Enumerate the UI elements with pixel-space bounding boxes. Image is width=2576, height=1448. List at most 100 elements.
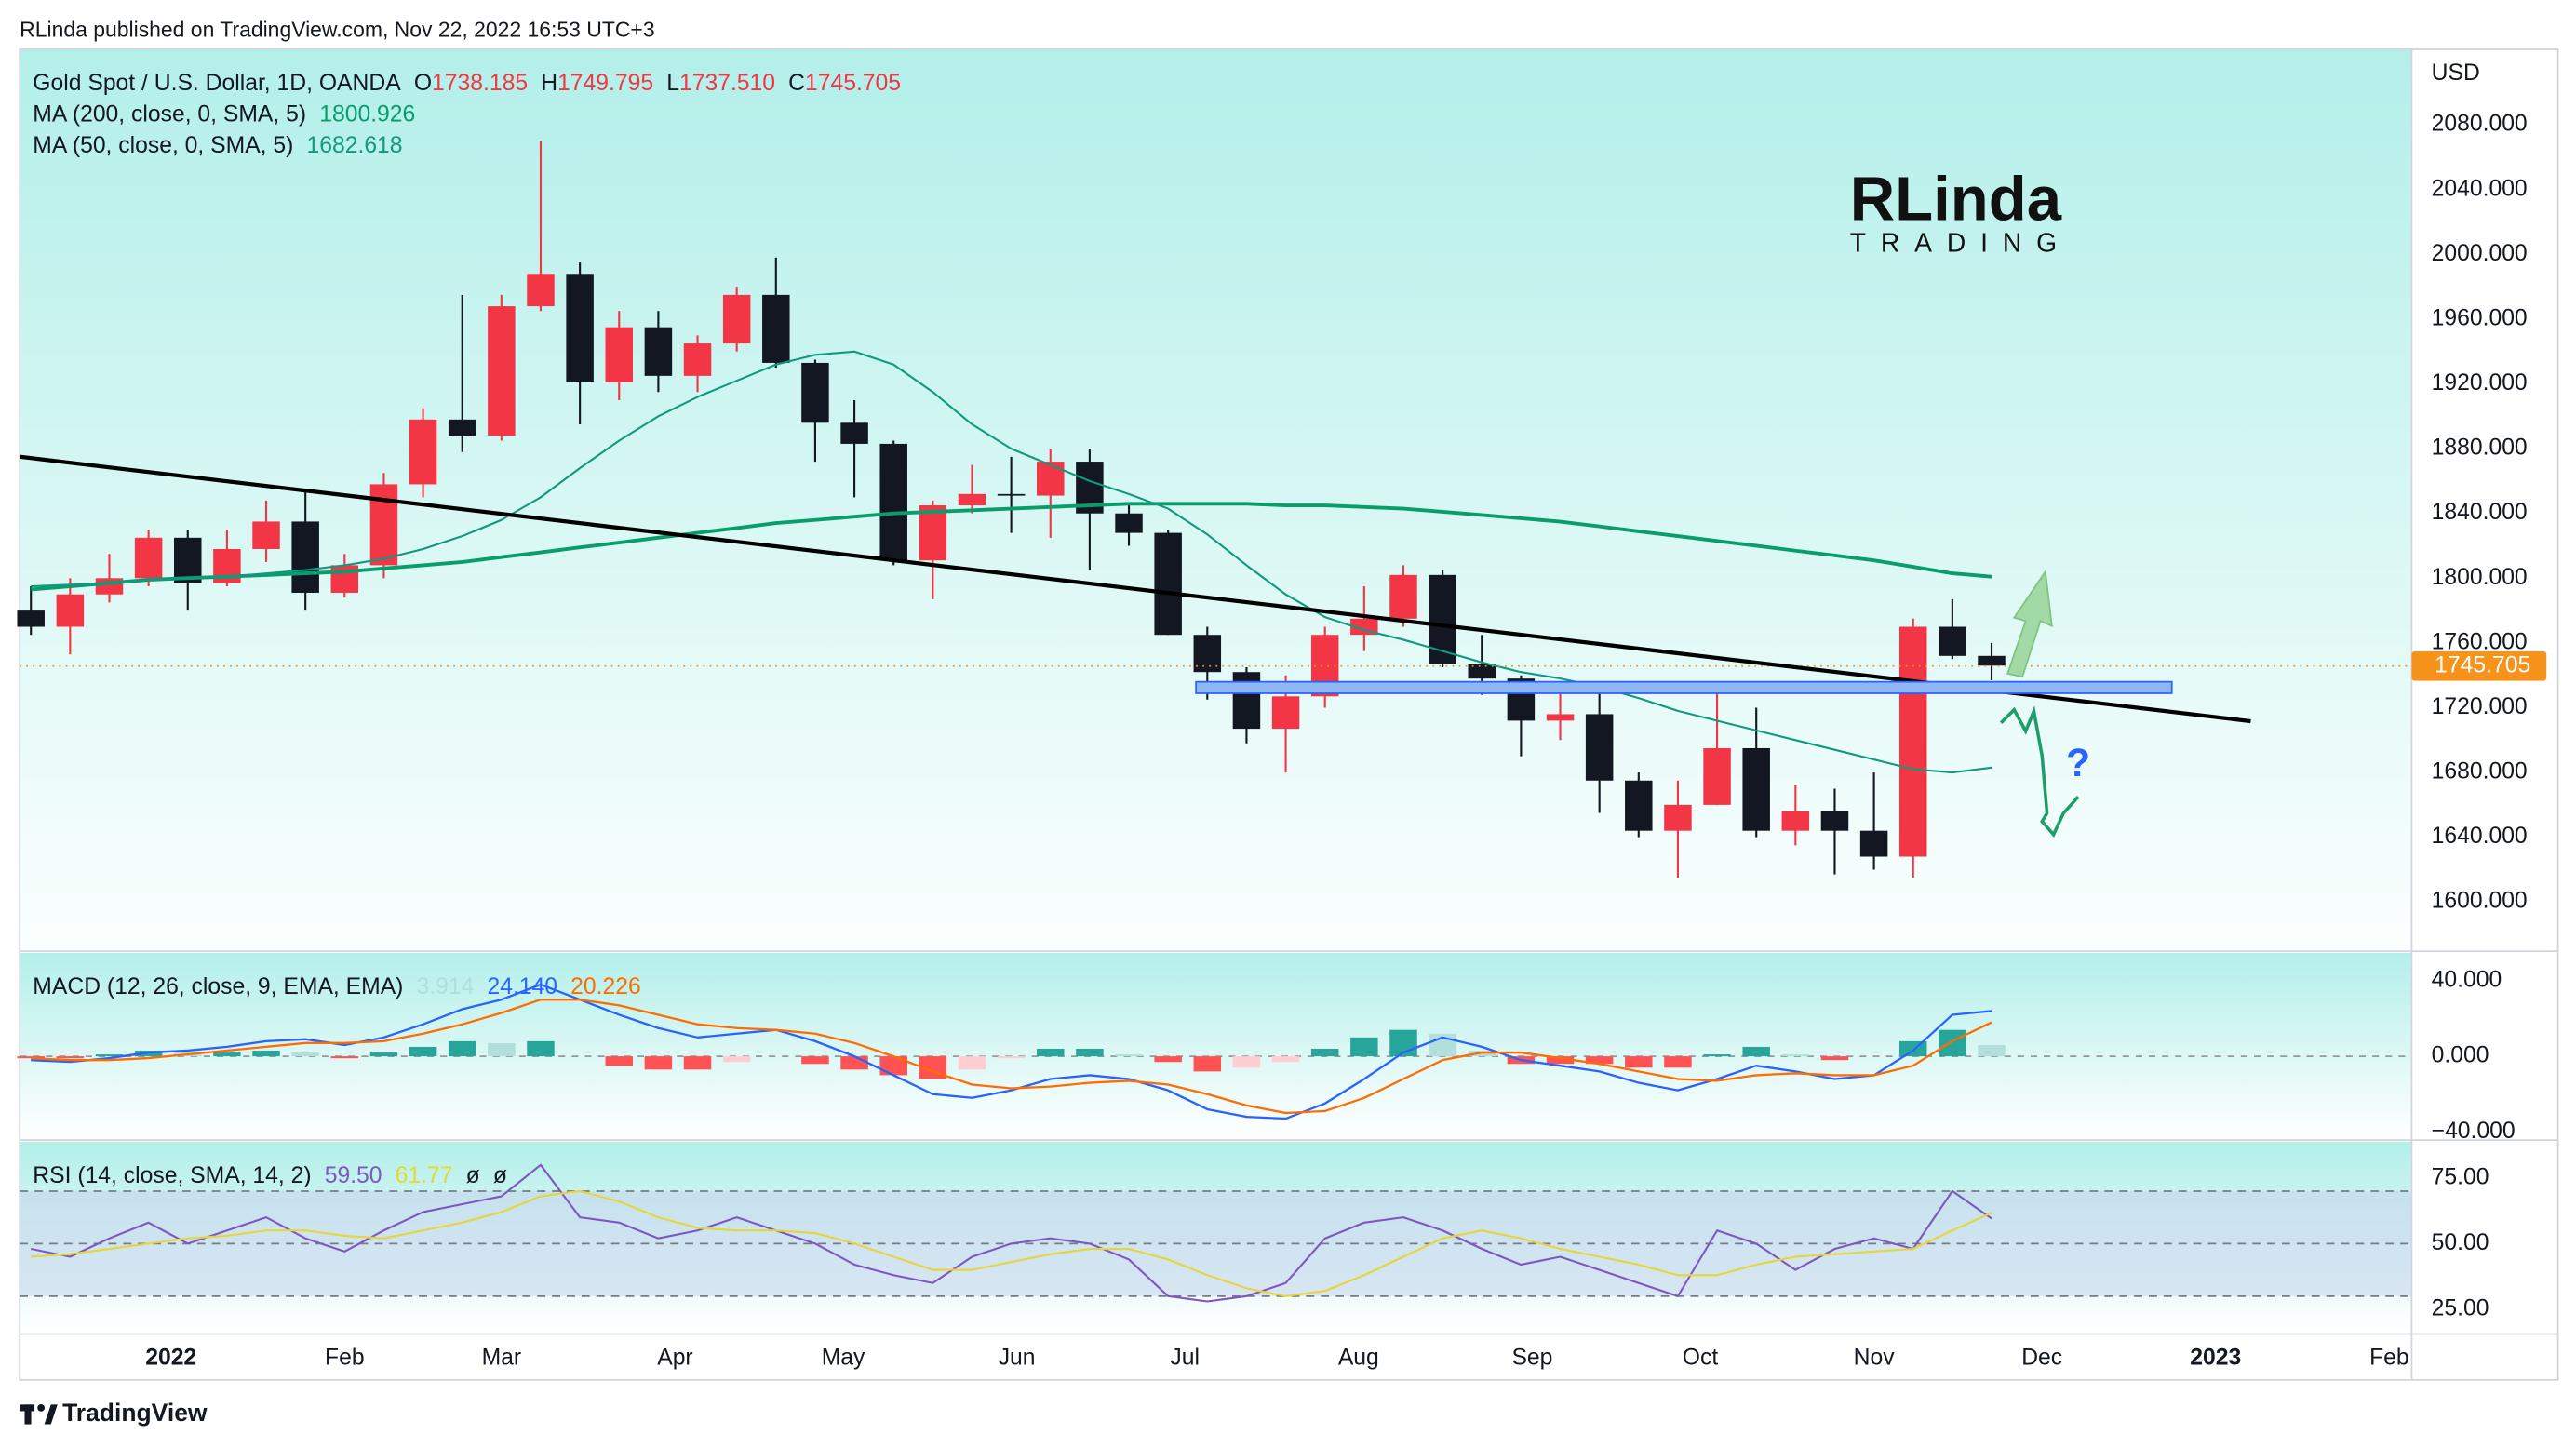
candle-body: [1978, 655, 2006, 666]
support-zone: [1195, 680, 2173, 694]
candle-body: [1546, 714, 1575, 721]
plot: 2022 Feb Mar Apr May Jun Jul Aug Sep Oct Nov Dec 202…: [17, 112, 2547, 1370]
macd-legend: MACD (12, 26, close, 9, EMA, EMA) 3.914 24…: [33, 974, 640, 999]
candle-body: [1271, 696, 1300, 730]
y-tick-label: 1960.000: [2432, 306, 2528, 331]
candle-body: [291, 521, 319, 593]
candle-body: [17, 610, 45, 627]
ohlc-label: L: [666, 71, 679, 96]
candle-body: [1037, 462, 1065, 496]
candle-body: [1664, 804, 1692, 831]
y-tick-label: 1600.000: [2432, 889, 2528, 914]
candle-body: [997, 493, 1026, 496]
question-mark: ?: [2066, 741, 2090, 784]
x-tick-label: May: [822, 1345, 865, 1370]
candle-body: [722, 294, 751, 344]
histogram-bar: [448, 1040, 476, 1057]
histogram-bar: [1781, 1054, 1810, 1057]
ohlc-value: 1745.705: [805, 71, 901, 96]
candle-body: [174, 537, 202, 583]
up-arrow: [2006, 569, 2053, 678]
ohlc-value: 1749.795: [557, 71, 653, 96]
last-price-box: [2411, 650, 2547, 681]
y-tick-label: 25.00: [2432, 1295, 2489, 1321]
candle-body: [1585, 714, 1614, 781]
candle-body: [1154, 532, 1182, 636]
brand-name: TradingView: [62, 1399, 208, 1427]
histogram-bar: [879, 1056, 907, 1076]
legend-entry: MA (50, close, 0, SMA, 5): [33, 133, 293, 158]
histogram-bar: [213, 1052, 241, 1057]
candle-body: [409, 419, 437, 485]
indicator-title: RSI (14, close, SMA, 14, 2): [33, 1163, 311, 1188]
y-tick-label: 50.00: [2432, 1230, 2489, 1255]
candle-body: [1232, 672, 1261, 730]
histogram-bar: [409, 1046, 437, 1057]
histogram-bar: [1037, 1048, 1065, 1057]
histogram-bar: [1898, 1040, 1927, 1057]
chart-frame: [19, 48, 2559, 1381]
histogram-bar: [1076, 1048, 1104, 1057]
ohlc-value: 1738.185: [432, 71, 528, 96]
macd-pane: [20, 952, 2412, 1139]
x-tick-label: 2022: [145, 1345, 196, 1370]
candle-body: [958, 493, 986, 506]
y-tick-label: 1840.000: [2432, 500, 2528, 525]
x-tick-label: Aug: [1338, 1345, 1379, 1370]
candle-body: [762, 294, 790, 363]
histogram-bar: [488, 1042, 516, 1057]
candle-body: [1781, 811, 1810, 831]
legend-value: 59.50: [325, 1163, 382, 1188]
histogram-bar: [1742, 1046, 1770, 1057]
candle-body: [1820, 811, 1849, 831]
y-tick-label: 1920.000: [2432, 370, 2528, 396]
down-scribble: [1999, 705, 2080, 838]
legend-value: ø: [466, 1163, 480, 1188]
histogram-bar: [1154, 1056, 1182, 1063]
histogram-bar: [291, 1052, 319, 1057]
histogram-bar: [1585, 1056, 1614, 1065]
y-tick-label: 1760.000: [2432, 629, 2528, 654]
candle-body: [1625, 780, 1653, 831]
brand-logo: [20, 1404, 58, 1425]
x-tick-label: Oct: [1683, 1345, 1719, 1370]
histogram-bar: [997, 1056, 1026, 1059]
candle-body: [56, 594, 85, 627]
candle-body: [840, 422, 868, 444]
y-tick-label: 2000.000: [2432, 241, 2528, 266]
candle-body: [1115, 513, 1143, 533]
candle-body: [1939, 626, 1966, 656]
histogram-bar: [1625, 1056, 1653, 1068]
y-tick-label: 1640.000: [2432, 824, 2528, 849]
histogram-bar: [1232, 1056, 1261, 1068]
price-legend: Gold Spot / U.S. Dollar, 1D, OANDA O1738.…: [33, 71, 901, 96]
y-tick-label: 75.00: [2432, 1164, 2489, 1189]
legend-value: 61.77: [396, 1163, 453, 1188]
x-tick-label: Jun: [999, 1345, 1036, 1370]
rsi-legend: RSI (14, close, SMA, 14, 2) 59.50 61.77 ø ø: [33, 1163, 507, 1188]
y-tick-label: 0.000: [2432, 1043, 2489, 1068]
legend-value: ø: [493, 1163, 507, 1188]
ohlc-label: O: [414, 71, 432, 96]
x-tick-label: 2023: [2190, 1345, 2241, 1370]
symbol-title: Gold Spot / U.S. Dollar, 1D, OANDA: [33, 71, 401, 96]
rsi-line: [30, 1163, 1992, 1303]
logo-subtitle: TRADING: [1850, 228, 2072, 258]
histogram-bar: [1546, 1056, 1575, 1065]
legend-value: 24.140: [487, 974, 557, 999]
candle-body: [488, 306, 516, 436]
histogram-bar: [527, 1040, 555, 1057]
rsi-line: [31, 1189, 1992, 1297]
x-tick-label: Feb: [325, 1345, 365, 1370]
x-tick-label: Mar: [482, 1345, 522, 1370]
candle-body: [527, 274, 555, 307]
macd-line: [31, 999, 1992, 1115]
y-tick-label: 40.000: [2432, 967, 2502, 992]
candle-body: [605, 327, 634, 382]
candle-body: [683, 343, 712, 376]
histogram-bar: [683, 1056, 712, 1070]
ma-legend: MA (50, close, 0, SMA, 5) 1682.618: [33, 133, 402, 158]
ohlc-label: H: [541, 71, 557, 96]
x-tick-label: Sep: [1511, 1345, 1552, 1370]
